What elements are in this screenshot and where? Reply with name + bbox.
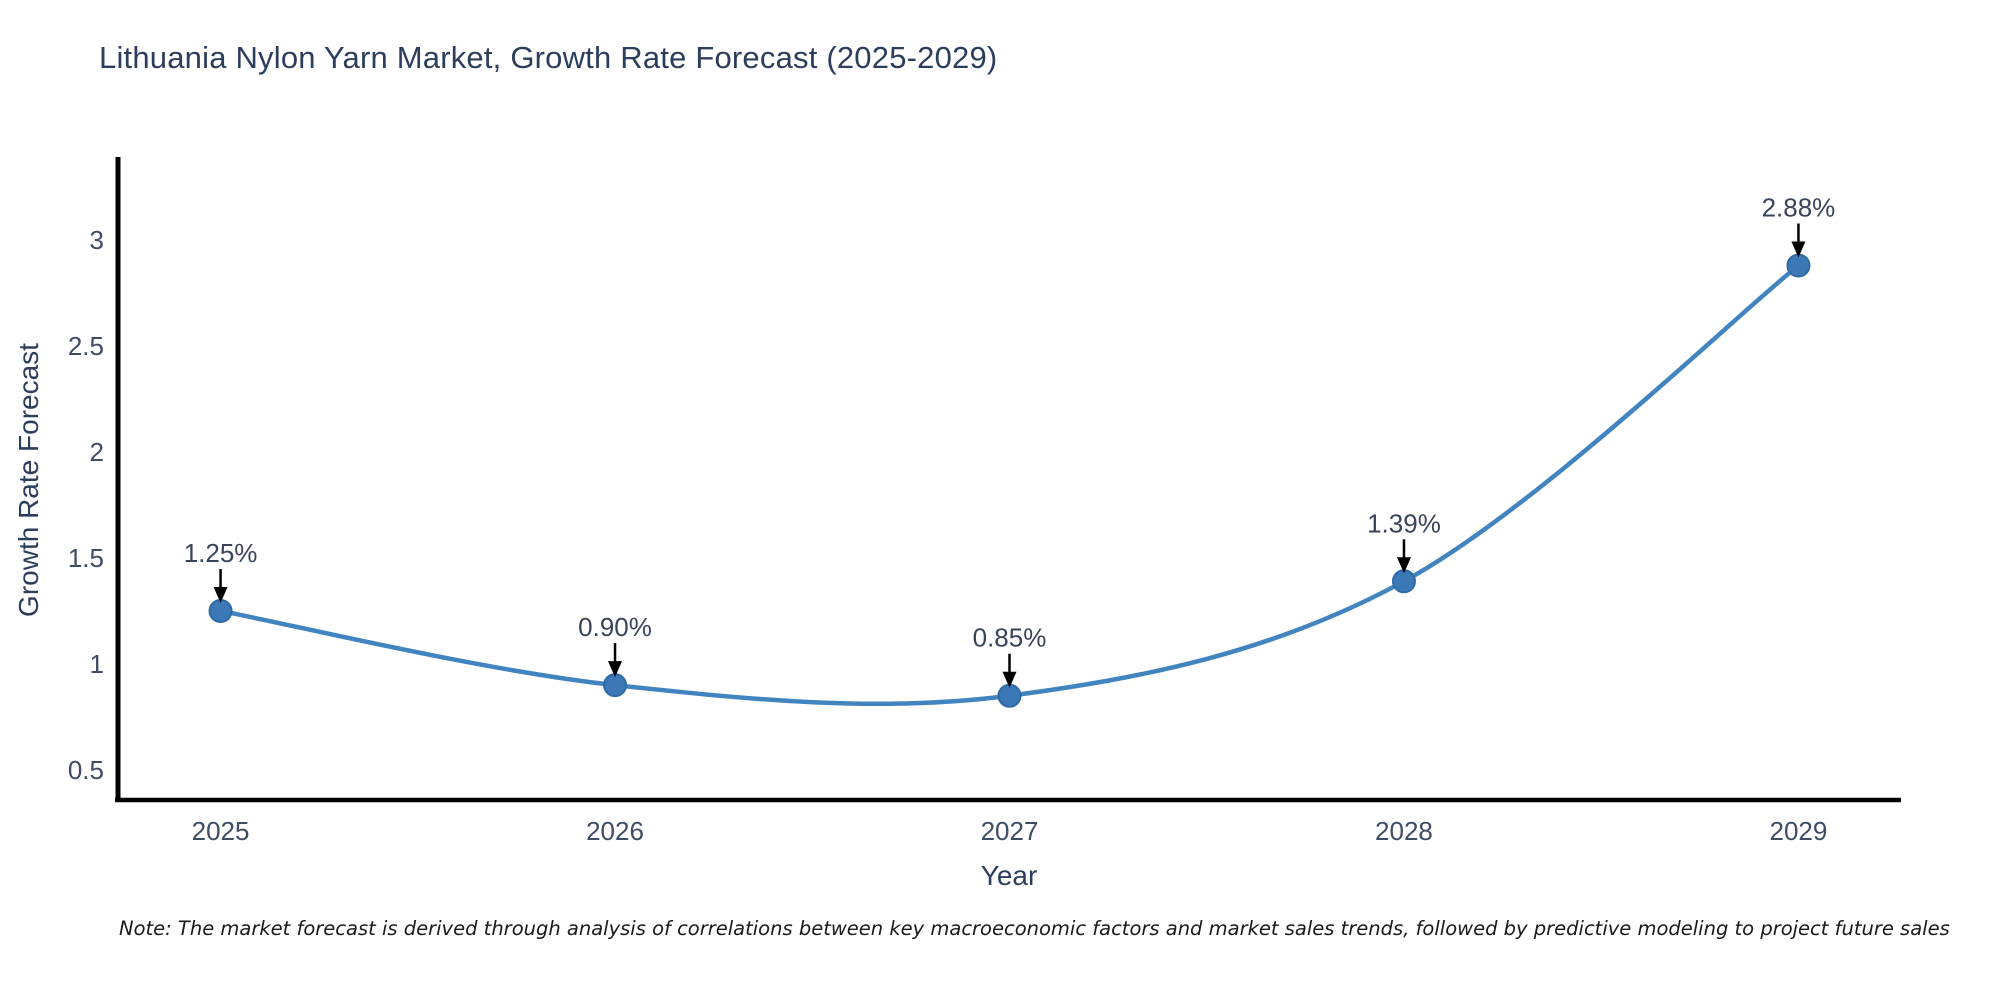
- x-tick-label: 2025: [192, 816, 250, 846]
- y-tick-label: 1.5: [68, 543, 104, 573]
- data-point-marker[interactable]: [997, 683, 1022, 708]
- data-point-marker[interactable]: [208, 598, 233, 623]
- y-tick-label: 0.5: [68, 755, 104, 785]
- annotation-arrowhead-icon: [1002, 671, 1017, 688]
- y-tick-label: 3: [90, 225, 104, 255]
- chart-footnote: Note: The market forecast is derived thr…: [119, 917, 1950, 940]
- data-point-marker[interactable]: [603, 673, 628, 698]
- y-tick-label: 2.5: [68, 331, 104, 361]
- x-axis-title: Year: [980, 860, 1038, 891]
- chart-title: Lithuania Nylon Yarn Market, Growth Rate…: [99, 40, 998, 75]
- data-point-marker[interactable]: [1391, 569, 1416, 594]
- annotation-arrowhead-icon: [1396, 557, 1411, 574]
- y-tick-label: 1: [90, 649, 104, 679]
- x-tick-label: 2026: [586, 816, 644, 846]
- annotation-arrowhead-icon: [213, 586, 228, 603]
- x-tick-label: 2029: [1770, 816, 1828, 846]
- x-tick-label: 2027: [981, 816, 1039, 846]
- x-tick-label: 2028: [1375, 816, 1433, 846]
- point-annotation-label: 0.90%: [578, 612, 652, 642]
- point-annotation-label: 2.88%: [1762, 193, 1836, 223]
- y-tick-label: 2: [90, 437, 104, 467]
- point-annotation-label: 1.39%: [1367, 508, 1441, 538]
- point-annotation-label: 1.25%: [184, 538, 258, 568]
- annotation-arrowhead-icon: [608, 661, 623, 678]
- point-annotation-label: 0.85%: [973, 623, 1047, 653]
- annotation-arrowhead-icon: [1791, 241, 1806, 258]
- data-point-marker[interactable]: [1786, 253, 1811, 278]
